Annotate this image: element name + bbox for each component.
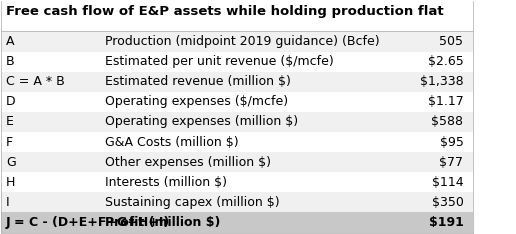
- Bar: [2, 172, 473, 192]
- Text: Free cash flow of E&P assets while holding production flat: Free cash flow of E&P assets while holdi…: [6, 5, 444, 18]
- Text: E: E: [6, 115, 14, 128]
- Text: Estimated revenue (million $): Estimated revenue (million $): [105, 75, 291, 88]
- Bar: [2, 51, 473, 72]
- Text: A: A: [6, 35, 14, 48]
- Text: Interests (million $): Interests (million $): [105, 176, 227, 189]
- Text: H: H: [6, 176, 15, 189]
- Text: F: F: [6, 135, 13, 149]
- Text: 505: 505: [440, 35, 463, 48]
- Text: $588: $588: [431, 115, 463, 128]
- Text: D: D: [6, 95, 15, 108]
- Bar: [2, 72, 473, 92]
- Bar: [2, 212, 473, 233]
- Text: $77: $77: [440, 156, 463, 169]
- Bar: [2, 92, 473, 112]
- Bar: [2, 112, 473, 132]
- Bar: [2, 152, 473, 172]
- Text: B: B: [6, 55, 15, 68]
- Text: Operating expenses ($/mcfe): Operating expenses ($/mcfe): [105, 95, 288, 108]
- Text: C = A * B: C = A * B: [6, 75, 65, 88]
- Text: $2.65: $2.65: [428, 55, 463, 68]
- Text: Estimated per unit revenue ($/mcfe): Estimated per unit revenue ($/mcfe): [105, 55, 334, 68]
- Text: Other expenses (million $): Other expenses (million $): [105, 156, 271, 169]
- Text: Profit (million $): Profit (million $): [105, 216, 220, 229]
- Text: I: I: [6, 196, 10, 209]
- Text: Sustaining capex (million $): Sustaining capex (million $): [105, 196, 280, 209]
- Text: G&A Costs (million $): G&A Costs (million $): [105, 135, 239, 149]
- Text: $1,338: $1,338: [420, 75, 463, 88]
- Text: $1.17: $1.17: [428, 95, 463, 108]
- Text: Operating expenses (million $): Operating expenses (million $): [105, 115, 298, 128]
- Text: $95: $95: [440, 135, 463, 149]
- Text: Production (midpoint 2019 guidance) (Bcfe): Production (midpoint 2019 guidance) (Bcf…: [105, 35, 380, 48]
- Bar: [2, 192, 473, 212]
- Bar: [2, 31, 473, 51]
- Bar: [2, 132, 473, 152]
- Text: G: G: [6, 156, 16, 169]
- Text: J = C - (D+E+F+G+H+I): J = C - (D+E+F+G+H+I): [6, 216, 170, 229]
- Text: $114: $114: [432, 176, 463, 189]
- Text: $350: $350: [431, 196, 463, 209]
- Text: $191: $191: [429, 216, 463, 229]
